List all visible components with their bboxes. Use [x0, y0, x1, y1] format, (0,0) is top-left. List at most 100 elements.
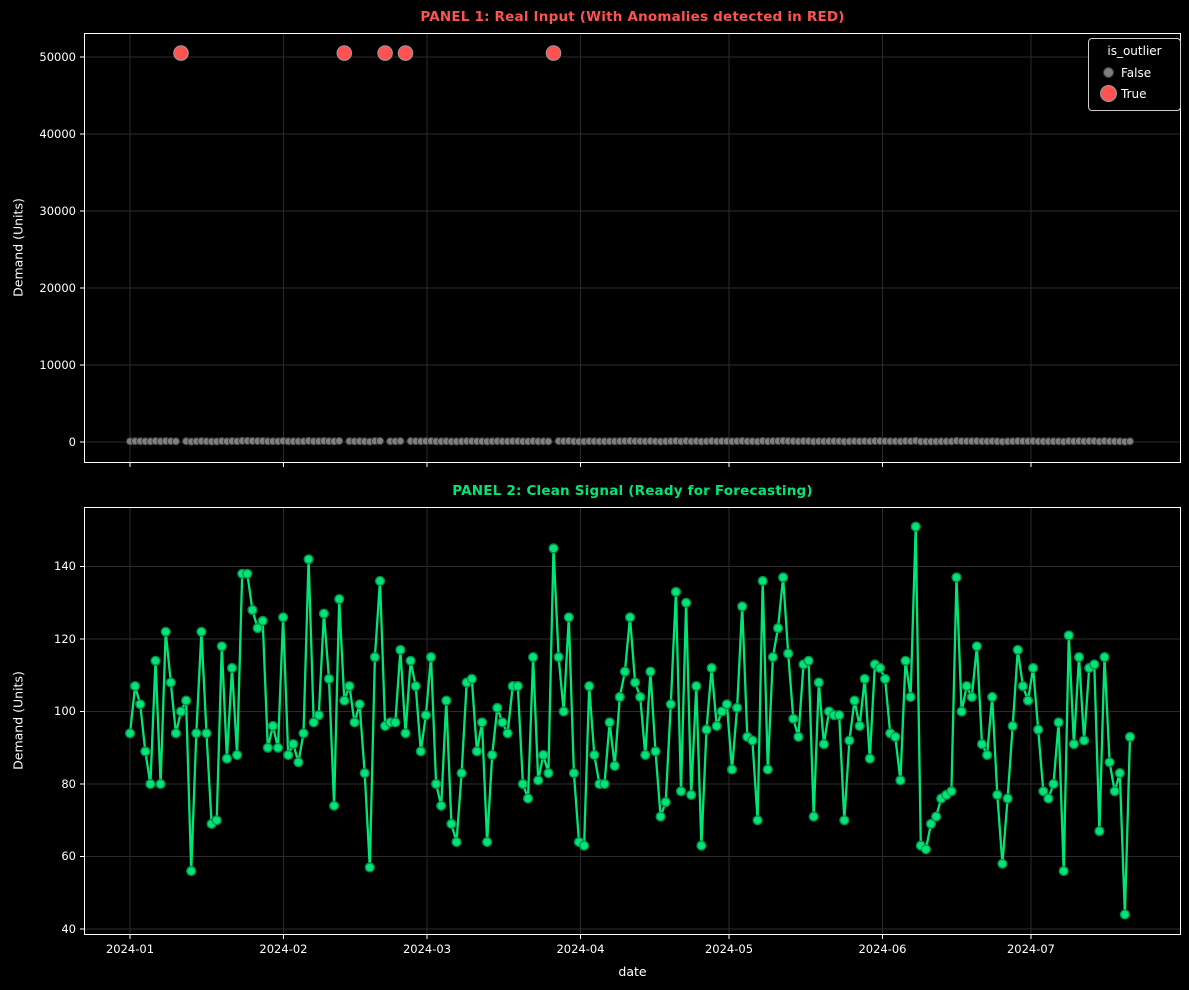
- clean-signal-point: [961, 680, 972, 692]
- clean-signal-point: [711, 720, 722, 732]
- clean-signal-point: [553, 651, 564, 663]
- clean-signal-point: [451, 836, 462, 848]
- clean-signal-point: [665, 699, 676, 710]
- clean-signal-point: [767, 651, 779, 663]
- clean-signal-point: [492, 702, 503, 714]
- clean-signal-point: [930, 811, 942, 822]
- clean-signal-point: [329, 800, 340, 811]
- clean-signal-point: [1089, 659, 1100, 670]
- clean-signal-point: [706, 662, 717, 674]
- clean-signal-point: [757, 575, 768, 587]
- clean-signal-point: [1053, 717, 1064, 728]
- clean-signal-point: [533, 775, 544, 786]
- clean-signal-point: [925, 818, 937, 830]
- clean-signal-point: [1068, 738, 1080, 750]
- clean-signal-point: [783, 648, 794, 659]
- x-tick-label: 2024-02: [259, 942, 308, 956]
- clean-signal-point: [145, 778, 156, 790]
- clean-signal-point: [1114, 767, 1125, 779]
- clean-signal-point: [966, 691, 977, 703]
- clean-signal-point: [354, 699, 365, 710]
- clean-signal-point: [323, 673, 335, 685]
- clean-signal-point: [599, 778, 610, 790]
- legend: is_outlier False True: [1088, 38, 1181, 111]
- clean-signal-point: [716, 706, 727, 717]
- panel2-y-tick-label: 100: [54, 704, 76, 718]
- clean-signal-point: [165, 677, 176, 688]
- clean-signal-point: [762, 764, 773, 775]
- clean-signal-point: [854, 720, 865, 732]
- clean-signal-point: [283, 749, 294, 761]
- clean-signal-point: [747, 735, 758, 746]
- normal-point: [396, 437, 405, 446]
- panel2-y-tick-label: 140: [54, 559, 76, 573]
- anomaly-point: [545, 45, 562, 61]
- clean-signal-point: [390, 717, 401, 728]
- clean-signal-point: [900, 655, 911, 666]
- clean-signal-point: [721, 699, 733, 710]
- normal-point: [1125, 437, 1135, 446]
- clean-signal-point: [1043, 793, 1054, 804]
- clean-signal-point: [502, 728, 513, 739]
- clean-signal-point: [415, 746, 426, 757]
- clean-signal-point: [879, 673, 891, 685]
- clean-signal-point: [487, 749, 498, 761]
- anomaly-point: [397, 45, 414, 61]
- clean-signal-point: [920, 844, 932, 855]
- x-tick-label: 2024-04: [556, 942, 605, 956]
- clean-signal-point: [910, 521, 921, 532]
- panel1-ylabel: Demand (Units): [10, 198, 26, 297]
- clean-signal-point: [696, 840, 707, 851]
- clean-signal-point: [737, 601, 748, 612]
- panel2-y-tick-label: 80: [61, 776, 76, 791]
- clean-signal-point: [140, 746, 151, 757]
- normal-point: [335, 436, 344, 446]
- clean-signal-point: [578, 840, 590, 851]
- clean-signal-point: [1007, 720, 1018, 732]
- legend-item-true: True: [1095, 83, 1174, 104]
- clean-signal-point: [482, 836, 493, 848]
- clean-signal-point: [849, 695, 860, 706]
- clean-signal-point: [971, 641, 983, 652]
- clean-signal-point: [1027, 662, 1039, 674]
- clean-signal-point: [905, 691, 916, 703]
- clean-signal-point: [201, 728, 212, 739]
- clean-signal-point: [278, 612, 289, 623]
- clean-signal-point: [859, 673, 870, 685]
- clean-signal-point: [772, 622, 784, 634]
- clean-signal-point: [1058, 865, 1069, 877]
- clean-signal-point: [655, 811, 666, 822]
- panel2-y-tick-label: 40: [61, 921, 76, 936]
- clean-signal-point: [548, 543, 559, 554]
- clean-signal-point: [1099, 651, 1110, 663]
- clean-signal-point: [349, 717, 360, 728]
- anomaly-point: [336, 45, 353, 61]
- clean-signal-point: [522, 793, 534, 804]
- clean-signal-point: [1119, 909, 1131, 920]
- clean-signal-point: [895, 775, 906, 786]
- clean-signal-point: [211, 815, 222, 826]
- clean-signal-point: [344, 680, 355, 692]
- clean-signal-point: [538, 749, 549, 761]
- panel1-y-tick-label: 30000: [39, 203, 76, 218]
- clean-signal-point: [527, 651, 539, 663]
- clean-signal-point: [288, 738, 299, 750]
- clean-signal-point: [864, 753, 875, 764]
- axes-spine: [84, 507, 1181, 935]
- clean-signal-point: [400, 728, 411, 739]
- clean-signal-point: [640, 749, 651, 761]
- clean-signal-point: [308, 717, 319, 728]
- clean-signal-point: [369, 651, 381, 663]
- clean-signal-point: [517, 778, 529, 790]
- clean-signal-point: [466, 673, 477, 685]
- clean-signal-point: [395, 644, 406, 656]
- clean-signal-point: [788, 713, 799, 724]
- axes-spine: [84, 33, 1181, 463]
- panel1-y-tick-label: 40000: [39, 126, 76, 141]
- clean-signal-point: [1124, 731, 1136, 743]
- clean-signal-point: [155, 778, 166, 790]
- clean-signal-point: [303, 554, 314, 565]
- gray-dot-icon: [1102, 67, 1114, 78]
- clean-signal-point: [1078, 735, 1090, 746]
- clean-signal-point: [609, 760, 620, 772]
